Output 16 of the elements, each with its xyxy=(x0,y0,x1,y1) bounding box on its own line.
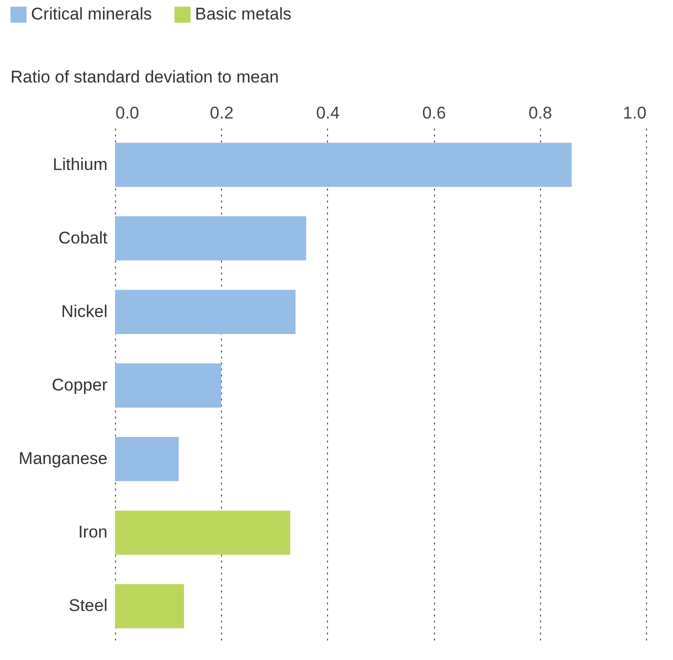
y-tick-label: Lithium xyxy=(52,154,108,174)
x-tick-label: 0.6 xyxy=(422,104,446,122)
y-tick-label: Copper xyxy=(52,376,108,394)
x-tick-label: 0.4 xyxy=(316,104,340,122)
x-tick-label: 0.2 xyxy=(210,104,234,122)
legend-label: Basic metals xyxy=(195,4,292,24)
x-tick-label: 0.8 xyxy=(528,104,552,122)
y-tick-label: Iron xyxy=(78,522,108,542)
y-tick-label: Manganese xyxy=(18,449,108,468)
x-tick-label: 1.0 xyxy=(622,104,646,122)
y-tick-label: Cobalt xyxy=(58,228,108,248)
x-axis-title: Ratio of standard deviation to mean xyxy=(10,68,279,86)
legend-label: Critical minerals xyxy=(31,4,152,24)
x-tick-label: 0.0 xyxy=(116,104,140,122)
y-tick-label: Steel xyxy=(68,596,108,616)
y-tick-label: Nickel xyxy=(61,302,108,321)
